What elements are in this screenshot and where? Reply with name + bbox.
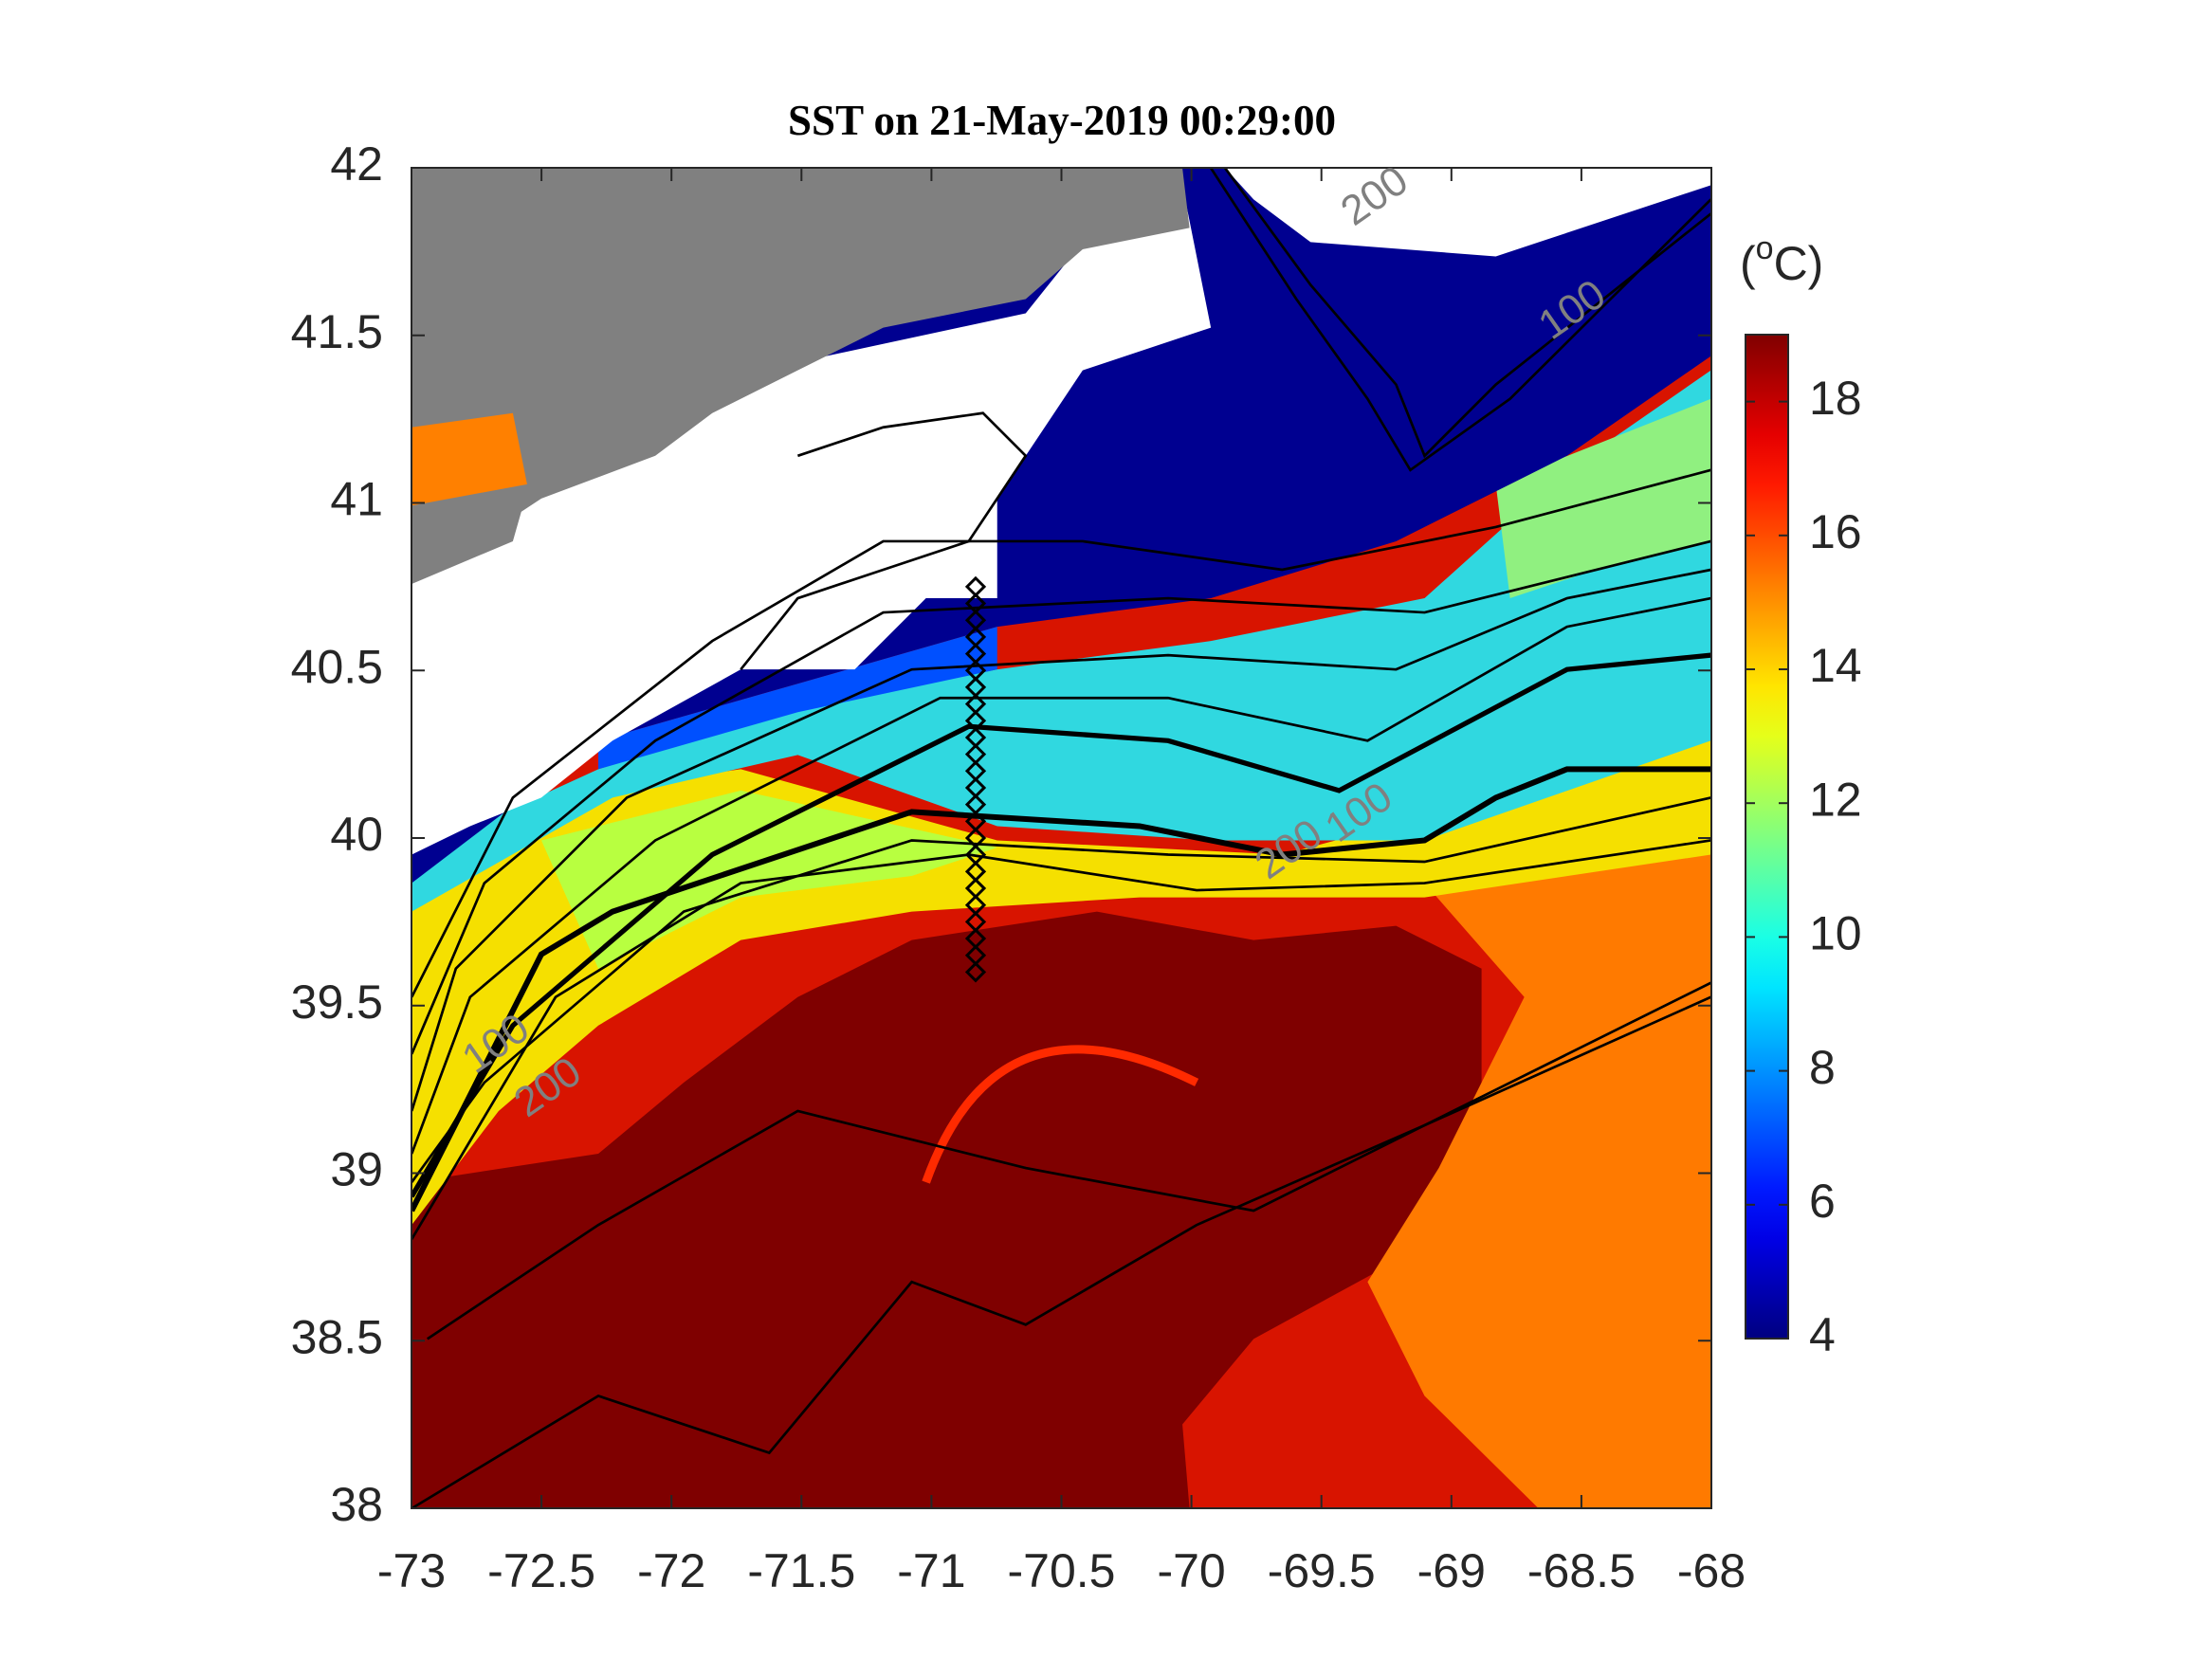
y-tick-label: 40 xyxy=(330,808,383,861)
colorbar-label-part: C) xyxy=(1774,237,1824,290)
sst-field xyxy=(411,168,1711,1509)
x-tick-label: -68 xyxy=(1677,1544,1746,1597)
colorbar-tick-label: 10 xyxy=(1809,907,1862,960)
y-tick-label: 39 xyxy=(330,1143,383,1196)
y-tick-label: 38.5 xyxy=(291,1310,383,1363)
colorbar-tick-label: 6 xyxy=(1809,1175,1836,1228)
y-tick-label: 38 xyxy=(330,1478,383,1531)
y-tick-label: 42 xyxy=(330,137,383,191)
colorbar-tick-label: 12 xyxy=(1809,773,1862,826)
y-tick-label: 40.5 xyxy=(291,640,383,693)
y-tick-label: 41 xyxy=(330,473,383,526)
x-tick-label: -71 xyxy=(897,1544,965,1597)
x-tick-label: -72 xyxy=(637,1544,705,1597)
colorbar xyxy=(1745,334,1789,1340)
x-tick-label: -69.5 xyxy=(1268,1544,1376,1597)
x-tick-label: -73 xyxy=(377,1544,446,1597)
chart-title: SST on 21-May-2019 00:29:00 xyxy=(788,97,1336,144)
colorbar-label: (oC) xyxy=(1740,230,1823,290)
x-tick-label: -71.5 xyxy=(747,1544,855,1597)
colorbar-tick-label: 18 xyxy=(1809,372,1862,425)
station-marker xyxy=(964,961,987,983)
x-tick-label: -70 xyxy=(1157,1544,1225,1597)
colorbar-tick-label: 14 xyxy=(1809,639,1862,692)
colorbar-label-part: ( xyxy=(1740,237,1756,290)
y-tick-label: 41.5 xyxy=(291,305,383,358)
x-tick-label: -70.5 xyxy=(1008,1544,1116,1597)
x-tick-label: -72.5 xyxy=(487,1544,595,1597)
x-tick-label: -68.5 xyxy=(1527,1544,1636,1597)
y-tick-label: 39.5 xyxy=(291,975,383,1029)
colorbar-tick-label: 8 xyxy=(1809,1041,1836,1094)
x-tick-label: -69 xyxy=(1417,1544,1486,1597)
colorbar-tick-label: 16 xyxy=(1809,505,1862,558)
colorbar-tick-label: 4 xyxy=(1809,1308,1836,1361)
colorbar-label-part: o xyxy=(1756,230,1774,266)
